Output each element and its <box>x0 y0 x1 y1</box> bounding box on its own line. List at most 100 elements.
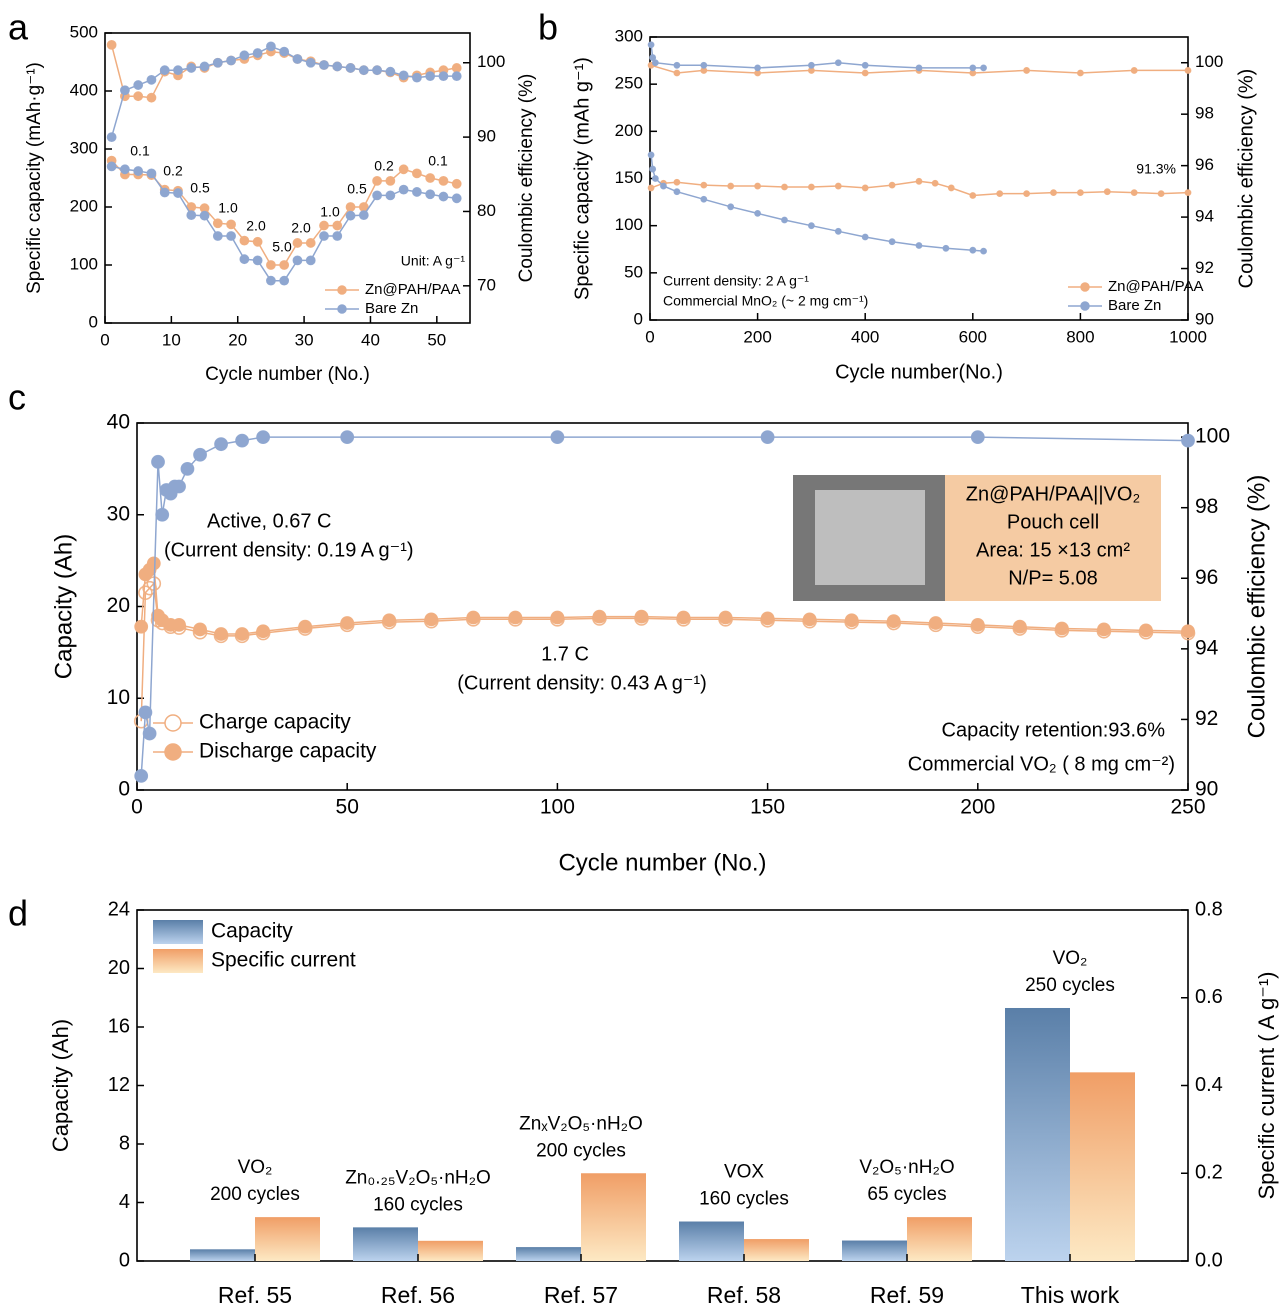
y-tick-label: 8 <box>119 1132 130 1154</box>
data-point <box>133 91 144 102</box>
data-point <box>727 182 735 190</box>
data-point <box>226 219 236 230</box>
data-point <box>345 202 356 212</box>
data-point <box>412 72 422 83</box>
bar <box>1070 1072 1135 1261</box>
y2-tick-label: 100 <box>477 52 505 71</box>
data-point <box>969 246 977 254</box>
data-point <box>673 61 681 69</box>
x-tick-label: 1000 <box>1169 327 1207 346</box>
legend-label: Capacity <box>211 920 293 943</box>
data-point <box>173 65 183 76</box>
y-tick-label: 50 <box>624 262 643 281</box>
data-point <box>305 238 316 248</box>
data-point <box>279 260 290 270</box>
data-point <box>120 164 130 175</box>
data-point <box>451 63 462 73</box>
data-point <box>134 768 149 783</box>
plot-frame <box>104 32 471 324</box>
x-tick-label: 20 <box>228 330 247 349</box>
data-point <box>673 69 681 77</box>
data-point <box>186 210 197 221</box>
data-point <box>508 610 523 625</box>
data-point <box>138 705 153 720</box>
data-point <box>1181 624 1195 639</box>
data-point <box>700 61 708 69</box>
y2-tick-label: 70 <box>477 275 496 294</box>
data-point <box>398 164 409 175</box>
data-point <box>412 187 422 197</box>
data-point <box>928 616 943 630</box>
bar <box>744 1239 809 1261</box>
data-point <box>647 184 655 192</box>
data-point <box>173 188 183 198</box>
annotation: (Current density: 0.43 A g⁻¹) <box>457 672 707 694</box>
bar-label: 250 cycles <box>1025 975 1115 996</box>
annotation: 2.0 <box>246 218 266 234</box>
data-point <box>256 624 271 639</box>
data-point <box>1054 621 1069 636</box>
data-point <box>802 612 817 627</box>
data-point <box>305 255 316 266</box>
data-point <box>834 227 842 235</box>
data-point <box>969 192 977 199</box>
data-point <box>861 61 869 69</box>
data-point <box>239 50 250 61</box>
data-point <box>861 184 869 192</box>
data-point <box>438 175 449 186</box>
inset-box <box>945 475 1161 601</box>
y-tick-label: 200 <box>70 196 98 215</box>
data-point <box>279 275 290 286</box>
data-point <box>340 616 355 630</box>
data-point <box>138 585 153 601</box>
data-point <box>180 461 195 476</box>
y2-tick-label: 96 <box>1195 566 1218 589</box>
data-point <box>1130 189 1138 197</box>
data-point <box>385 190 396 201</box>
data-point <box>1023 67 1030 74</box>
data-point <box>727 203 735 211</box>
data-point <box>266 275 276 286</box>
y-tick-label: 400 <box>70 80 98 99</box>
x-tick-label: 250 <box>1170 796 1205 819</box>
x-tick-label: 100 <box>540 796 575 819</box>
x-tick-label: 50 <box>427 330 446 349</box>
y2-tick-label: 92 <box>1195 707 1218 730</box>
y-tick-label: 20 <box>107 594 130 617</box>
annotation: 0.2 <box>163 163 183 179</box>
data-point <box>235 627 250 641</box>
y-tick-label: 24 <box>108 898 130 920</box>
y-tick-label: 30 <box>107 502 130 525</box>
data-point <box>634 609 649 624</box>
y-tick-label: 100 <box>70 254 98 273</box>
y-tick-label: 0 <box>119 1249 130 1271</box>
data-point <box>718 610 733 625</box>
data-point <box>649 54 657 61</box>
y-tick-label: 500 <box>70 22 98 41</box>
data-point <box>888 238 896 246</box>
legend-label: Zn@PAH/PAA <box>365 281 461 298</box>
bar <box>679 1221 744 1261</box>
bar <box>418 1240 483 1261</box>
data-point <box>1103 188 1111 196</box>
data-point <box>915 64 923 72</box>
series-line <box>650 64 1188 74</box>
data-point <box>385 66 396 77</box>
data-point <box>1130 67 1138 74</box>
y2-tick-label: 100 <box>1195 52 1223 71</box>
legend-label: Specific current <box>211 949 356 972</box>
data-point <box>1139 623 1153 638</box>
inset-label: Zn@PAH/PAA||VO₂ <box>966 483 1140 505</box>
y2-tick-label: 90 <box>477 127 496 146</box>
data-point <box>382 613 397 628</box>
data-point <box>808 183 815 191</box>
data-point <box>305 57 316 68</box>
annotation: Commercial VO₂ ( 8 mg cm⁻²) <box>908 753 1175 775</box>
data-point <box>808 222 815 230</box>
data-point <box>834 59 842 67</box>
bar-label: 65 cycles <box>867 1184 946 1205</box>
data-point <box>332 61 343 72</box>
data-point <box>438 191 449 202</box>
data-point <box>754 182 761 190</box>
data-point <box>298 619 313 634</box>
